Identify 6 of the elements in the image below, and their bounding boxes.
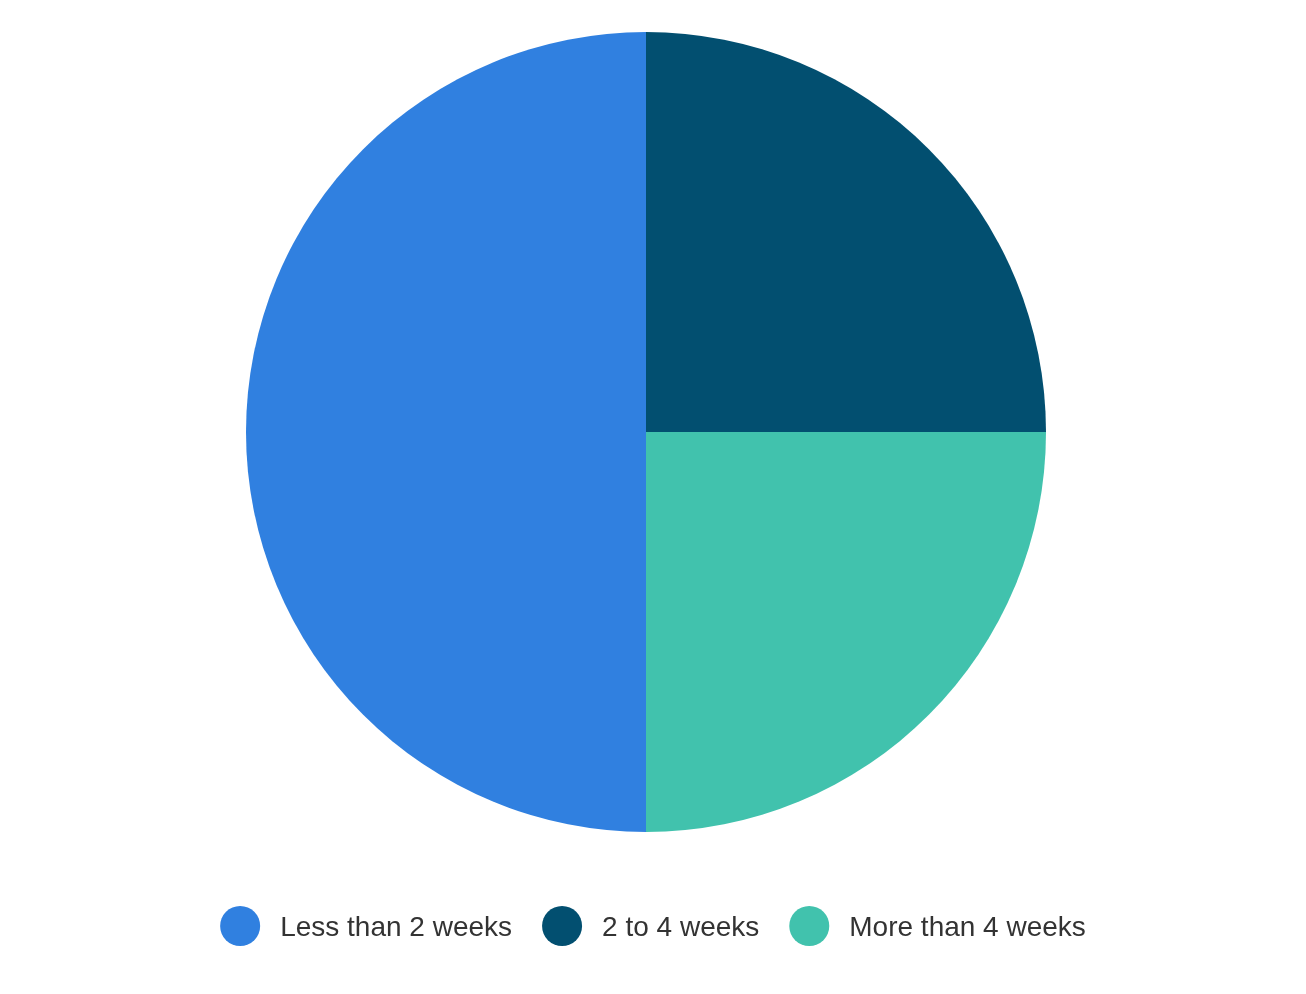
legend-label: More than 4 weeks bbox=[849, 910, 1086, 942]
legend-label: Less than 2 weeks bbox=[280, 910, 513, 942]
legend-label: 2 to 4 weeks bbox=[602, 910, 760, 942]
pie-slice bbox=[646, 32, 1046, 432]
pie-slice bbox=[646, 432, 1046, 832]
pie-slice bbox=[246, 32, 646, 832]
